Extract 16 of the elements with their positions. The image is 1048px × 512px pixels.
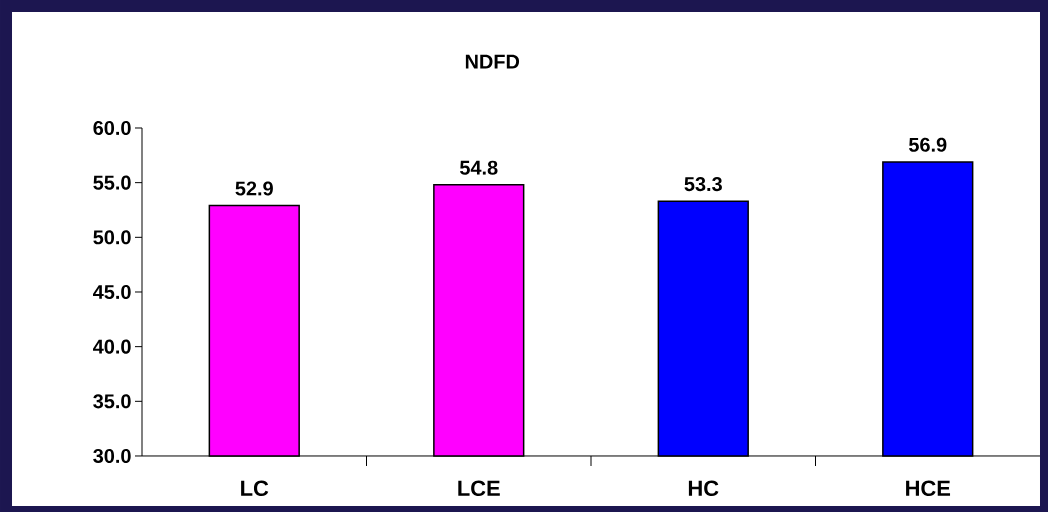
y-tick-label: 40.0 [93, 339, 131, 354]
x-tick-label: HCE [906, 480, 951, 497]
data-label: 54.8 [459, 160, 498, 175]
x-tick-label: LCE [458, 480, 500, 497]
x-tick-label: LC [241, 480, 269, 497]
data-label: 53.3 [684, 177, 722, 192]
y-tick-label: 30.0 [93, 448, 131, 464]
data-label: 56.9 [908, 137, 947, 152]
y-tick-label: 35.0 [93, 394, 131, 409]
x-tick-label: HC [688, 480, 719, 497]
y-tick-label: 45.0 [93, 284, 131, 300]
y-tick-label: 50.0 [93, 230, 131, 245]
y-tick-label: 55.0 [93, 175, 131, 190]
y-tick-label: 60.0 [93, 120, 131, 136]
data-label: 52.9 [235, 181, 273, 196]
chart-title: NDFD [465, 54, 520, 69]
